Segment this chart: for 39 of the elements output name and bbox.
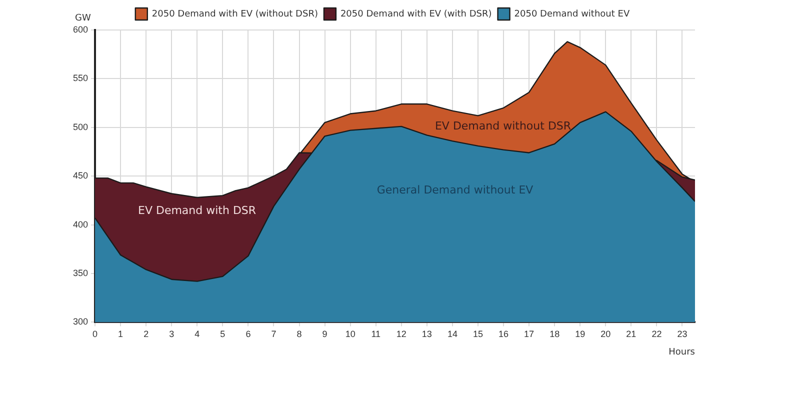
x-tick-label: 8: [296, 329, 302, 340]
legend-label: 2050 Demand without EV: [514, 9, 630, 20]
x-tick-label: 1: [118, 329, 124, 340]
x-tick-label: 10: [345, 329, 356, 340]
annotation: General Demand without EV: [376, 184, 534, 197]
x-tick-label: 14: [447, 329, 458, 340]
x-tick-label: 7: [271, 329, 276, 340]
y-tick-label: 500: [72, 122, 88, 132]
x-tick-label: 0: [92, 329, 98, 340]
x-tick-label: 6: [246, 329, 251, 340]
x-tick-label: 3: [169, 329, 174, 340]
x-tick-label: 9: [322, 329, 328, 340]
x-tick-label: 15: [472, 329, 483, 340]
x-tick-label: 17: [524, 329, 534, 340]
y-axis-title: GW: [75, 13, 91, 24]
legend-label: 2050 Demand with EV (without DSR): [152, 9, 318, 20]
x-tick-label: 5: [220, 329, 226, 340]
legend-label: 2050 Demand with EV (with DSR): [340, 9, 492, 20]
x-tick-label: 23: [677, 329, 688, 340]
x-tick-label: 16: [498, 329, 509, 340]
y-tick-label: 600: [72, 24, 88, 34]
x-tick-label: 20: [600, 329, 611, 340]
x-tick-label: 2: [144, 329, 149, 340]
annotation: EV Demand without DSR: [434, 119, 572, 132]
y-tick-label: 300: [72, 316, 88, 327]
x-tick-label: 13: [422, 329, 432, 340]
y-tick-label: 450: [72, 170, 88, 181]
y-tick-label: 350: [72, 268, 88, 278]
x-tick-label: 18: [550, 329, 560, 340]
x-tick-label: 19: [575, 329, 586, 340]
x-tick-label: 22: [652, 329, 662, 340]
y-tick-label: 550: [72, 73, 88, 84]
y-tick-label: 400: [72, 219, 88, 230]
x-tick-label: 4: [194, 329, 200, 340]
x-tick-label: 12: [396, 329, 406, 340]
x-axis-title: Hours: [668, 348, 696, 358]
x-tick-label: 11: [371, 329, 381, 340]
x-tick-label: 21: [626, 329, 636, 340]
annotation: EV Demand with DSR: [138, 204, 256, 218]
